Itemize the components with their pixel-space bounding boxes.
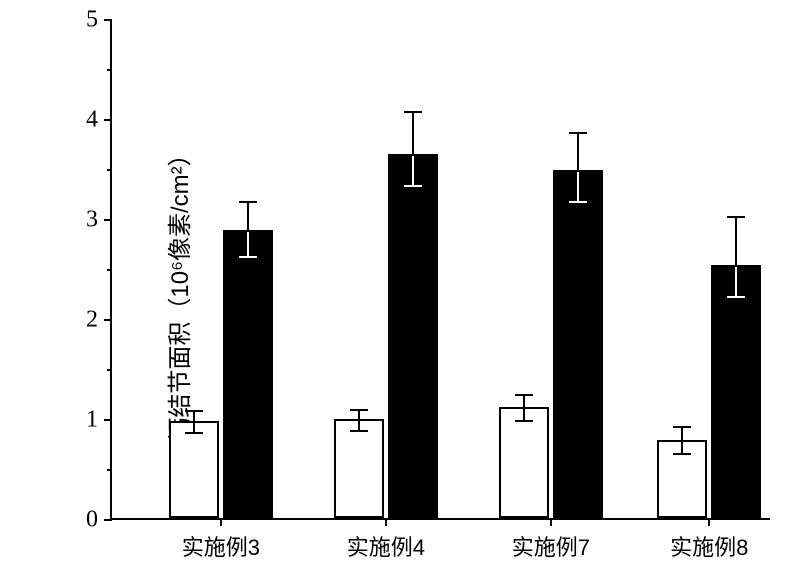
error-bar [681, 427, 683, 442]
bar-black [553, 170, 603, 518]
error-bar [247, 202, 249, 232]
error-cap [239, 256, 257, 258]
error-cap [239, 201, 257, 203]
error-bar [193, 411, 195, 423]
bar-white [169, 421, 219, 518]
error-cap [185, 432, 203, 434]
x-tick-label: 实施例7 [512, 530, 590, 562]
x-tick [550, 518, 552, 526]
bar-white [499, 407, 549, 518]
y-tick [104, 219, 112, 221]
error-bar [523, 395, 525, 409]
y-tick-label: 3 [86, 207, 98, 234]
x-tick-label: 实施例3 [182, 530, 260, 562]
plot-area: 012345实施例3实施例4实施例7实施例8 [110, 20, 770, 520]
y-tick-label: 5 [86, 7, 98, 34]
x-tick-label: 实施例8 [670, 530, 748, 562]
error-bar [735, 267, 737, 297]
y-tick [104, 319, 112, 321]
error-cap [569, 132, 587, 134]
error-cap [350, 430, 368, 432]
y-tick-minor [107, 269, 112, 271]
y-tick-minor [107, 469, 112, 471]
error-cap [673, 453, 691, 455]
y-tick-label: 4 [86, 107, 98, 134]
error-cap [404, 185, 422, 187]
chart-container: 012345实施例3实施例4实施例7实施例8 [110, 20, 770, 520]
error-bar [735, 217, 737, 267]
error-bar [358, 410, 360, 421]
y-tick-minor [107, 369, 112, 371]
error-cap [185, 410, 203, 412]
x-tick [385, 518, 387, 526]
bar-black [711, 265, 761, 518]
error-bar [577, 172, 579, 202]
error-cap [569, 201, 587, 203]
bar-black [223, 230, 273, 518]
x-tick [708, 518, 710, 526]
error-cap [727, 296, 745, 298]
error-cap [673, 426, 691, 428]
x-tick-label: 实施例4 [347, 530, 425, 562]
error-cap [727, 216, 745, 218]
y-tick [104, 119, 112, 121]
bar-white [334, 419, 384, 518]
bar-black [388, 154, 438, 518]
y-tick-minor [107, 169, 112, 171]
y-tick-label: 0 [86, 507, 98, 534]
error-cap [404, 111, 422, 113]
y-tick-label: 1 [86, 407, 98, 434]
y-tick-minor [107, 69, 112, 71]
y-tick [104, 19, 112, 21]
error-cap [515, 394, 533, 396]
error-cap [350, 409, 368, 411]
error-cap [515, 420, 533, 422]
y-tick [104, 419, 112, 421]
x-tick [220, 518, 222, 526]
y-tick [104, 519, 112, 521]
error-bar [577, 133, 579, 172]
y-tick-label: 2 [86, 307, 98, 334]
error-bar [412, 156, 414, 186]
error-bar [247, 232, 249, 257]
error-bar [412, 112, 414, 156]
